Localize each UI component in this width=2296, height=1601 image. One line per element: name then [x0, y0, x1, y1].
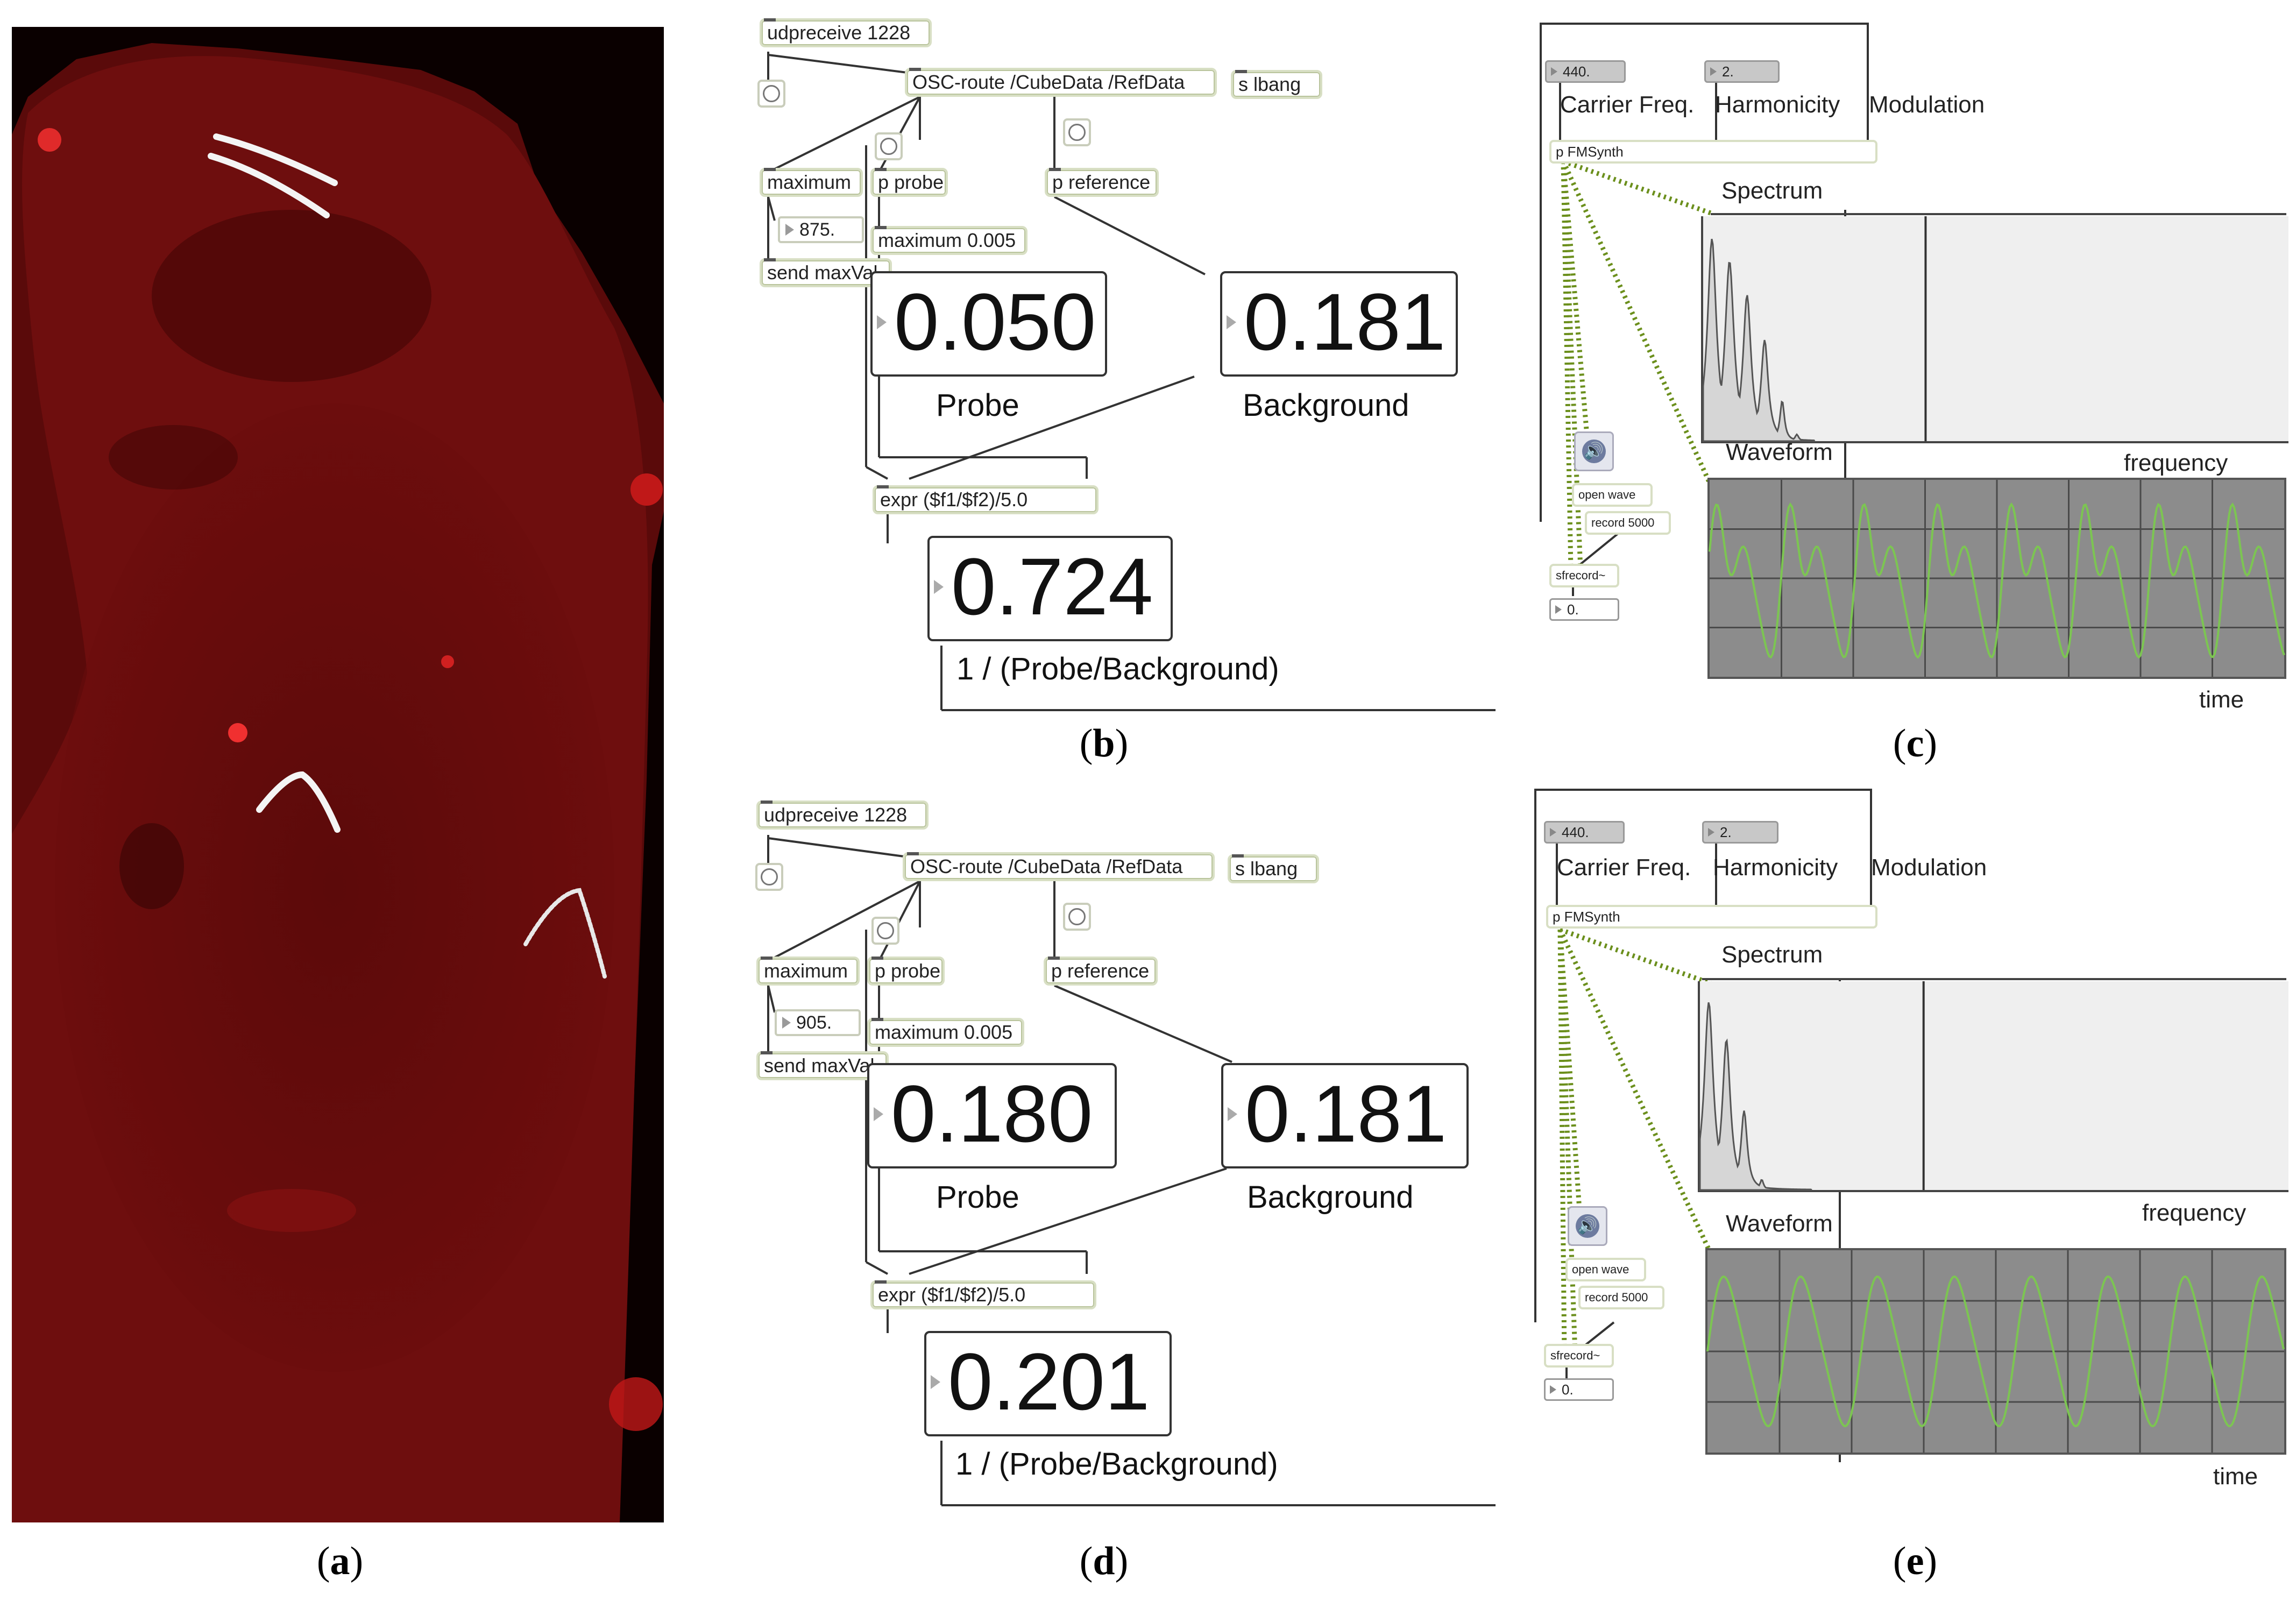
waveform-label: Waveform: [1726, 1210, 1833, 1237]
spectrum-display: [1698, 981, 2288, 1192]
maximum-005-object[interactable]: maximum 0.005: [870, 226, 1027, 255]
figure-label-d: (d): [1079, 1539, 1129, 1583]
waveform-plot: [1706, 1250, 2285, 1453]
waveform-trace: [1706, 1275, 2285, 1428]
open-wave-message[interactable]: open wave: [1572, 483, 1653, 507]
figure-label-c: (c): [1893, 721, 1938, 766]
speaker-icon: 🔊: [1576, 1214, 1599, 1238]
max-patch-d: udpreceive 1228 OSC-route /CubeData /Ref…: [753, 795, 1496, 1516]
spectrum-trace: [1699, 1002, 1812, 1191]
time-label: time: [2199, 686, 2244, 713]
osc-route-object[interactable]: OSC-route /CubeData /RefData: [903, 852, 1215, 881]
fm-synth-patch-e: 440. 2. Carrier Freq. Harmonicity Modula…: [1533, 784, 2288, 1516]
bang-button[interactable]: [875, 132, 903, 160]
frequency-label: frequency: [2142, 1200, 2247, 1226]
carrier-freq-label: Carrier Freq.: [1560, 91, 1695, 118]
modulation-label: Modulation: [1869, 91, 1985, 118]
waveform-plot: [1709, 480, 2285, 677]
background-label: Background: [1247, 1180, 1414, 1215]
time-label: time: [2213, 1463, 2258, 1490]
p-fmsynth-object[interactable]: p FMSynth: [1549, 140, 1877, 164]
carrier-freq-number[interactable]: 440.: [1545, 60, 1626, 83]
result-label: 1 / (Probe/Background): [955, 1447, 1278, 1482]
waveform-scope: [1705, 1248, 2286, 1455]
open-wave-message[interactable]: open wave: [1565, 1258, 1646, 1281]
waveform-label: Waveform: [1726, 439, 1833, 465]
background-number-box[interactable]: 0.181: [1220, 271, 1458, 377]
record-message[interactable]: record 5000: [1578, 1286, 1664, 1309]
max-number-box[interactable]: 875.: [778, 216, 864, 243]
bang-button[interactable]: [755, 863, 783, 891]
speaker-icon: 🔊: [1582, 440, 1606, 463]
send-maxval-object[interactable]: send maxVal: [760, 258, 892, 287]
maximum-object[interactable]: maximum: [756, 957, 860, 986]
speaker-toggle[interactable]: 🔊: [1574, 431, 1614, 471]
bang-button[interactable]: [1063, 903, 1091, 931]
spectrum-label: Spectrum: [1721, 941, 1823, 968]
modulation-label: Modulation: [1871, 854, 1987, 881]
figure-label-a: (a): [316, 1539, 364, 1583]
expr-object[interactable]: expr ($f1/$f2)/5.0: [870, 1280, 1096, 1309]
probe-label: Probe: [936, 388, 1019, 423]
harmonicity-number[interactable]: 2.: [1702, 821, 1778, 844]
figure-label-b: (b): [1079, 721, 1129, 766]
result-label: 1 / (Probe/Background): [956, 651, 1279, 686]
probe-number-box[interactable]: 0.050: [870, 271, 1107, 377]
waveform-scope: [1707, 478, 2286, 679]
osc-route-object[interactable]: OSC-route /CubeData /RefData: [905, 68, 1217, 97]
maximum-005-object[interactable]: maximum 0.005: [867, 1018, 1024, 1047]
s-lbang-object[interactable]: s lbang: [1228, 854, 1319, 883]
spectrum-label: Spectrum: [1721, 178, 1823, 204]
udpreceive-object[interactable]: udpreceive 1228: [760, 18, 932, 47]
harmonicity-label: Harmonicity: [1713, 854, 1838, 881]
figure-label-e: (e): [1893, 1539, 1938, 1583]
background-label: Background: [1243, 388, 1409, 423]
p-probe-object[interactable]: p probe: [867, 957, 945, 986]
record-message[interactable]: record 5000: [1585, 511, 1671, 535]
spectrum-plot: [1699, 981, 1925, 1191]
max-number-box[interactable]: 905.: [775, 1009, 861, 1036]
background-number-box[interactable]: 0.181: [1221, 1063, 1469, 1168]
probe-label: Probe: [936, 1180, 1019, 1215]
p-reference-object[interactable]: p reference: [1044, 957, 1158, 986]
carrier-freq-label: Carrier Freq.: [1557, 854, 1691, 881]
fm-synth-patch-c: 440. 2. Carrier Freq. Harmonicity Modula…: [1533, 16, 2288, 721]
udpreceive-object[interactable]: udpreceive 1228: [756, 800, 929, 830]
spectrum-plot: [1702, 216, 1927, 442]
result-number-box[interactable]: 0.201: [924, 1331, 1172, 1436]
sfrecord-number[interactable]: 0.: [1549, 598, 1619, 621]
p-reference-object[interactable]: p reference: [1045, 168, 1159, 197]
harmonicity-label: Harmonicity: [1715, 91, 1840, 118]
speaker-toggle[interactable]: 🔊: [1568, 1206, 1607, 1246]
s-lbang-object[interactable]: s lbang: [1231, 70, 1322, 99]
p-fmsynth-object[interactable]: p FMSynth: [1546, 905, 1877, 929]
expr-object[interactable]: expr ($f1/$f2)/5.0: [873, 485, 1099, 514]
waveform-trace: [1709, 502, 2285, 659]
spectrum-trace: [1702, 238, 1816, 442]
result-number-box[interactable]: 0.724: [927, 536, 1173, 641]
bang-button[interactable]: [757, 80, 785, 108]
max-patch-b: udpreceive 1228 OSC-route /CubeData /Ref…: [753, 11, 1496, 721]
bang-button[interactable]: [1063, 118, 1091, 146]
sfrecord-number[interactable]: 0.: [1544, 1378, 1614, 1401]
frequency-label: frequency: [2124, 450, 2228, 476]
fluorescence-image: [12, 27, 664, 1522]
spectrum-display: [1701, 216, 2288, 443]
p-probe-object[interactable]: p probe: [870, 168, 948, 197]
sfrecord-object[interactable]: sfrecord~: [1544, 1344, 1614, 1368]
carrier-freq-number[interactable]: 440.: [1544, 821, 1625, 844]
probe-number-box[interactable]: 0.180: [867, 1063, 1117, 1168]
bang-button[interactable]: [871, 917, 899, 945]
harmonicity-number[interactable]: 2.: [1704, 60, 1780, 83]
maximum-object[interactable]: maximum: [760, 168, 863, 197]
sfrecord-object[interactable]: sfrecord~: [1549, 564, 1619, 587]
